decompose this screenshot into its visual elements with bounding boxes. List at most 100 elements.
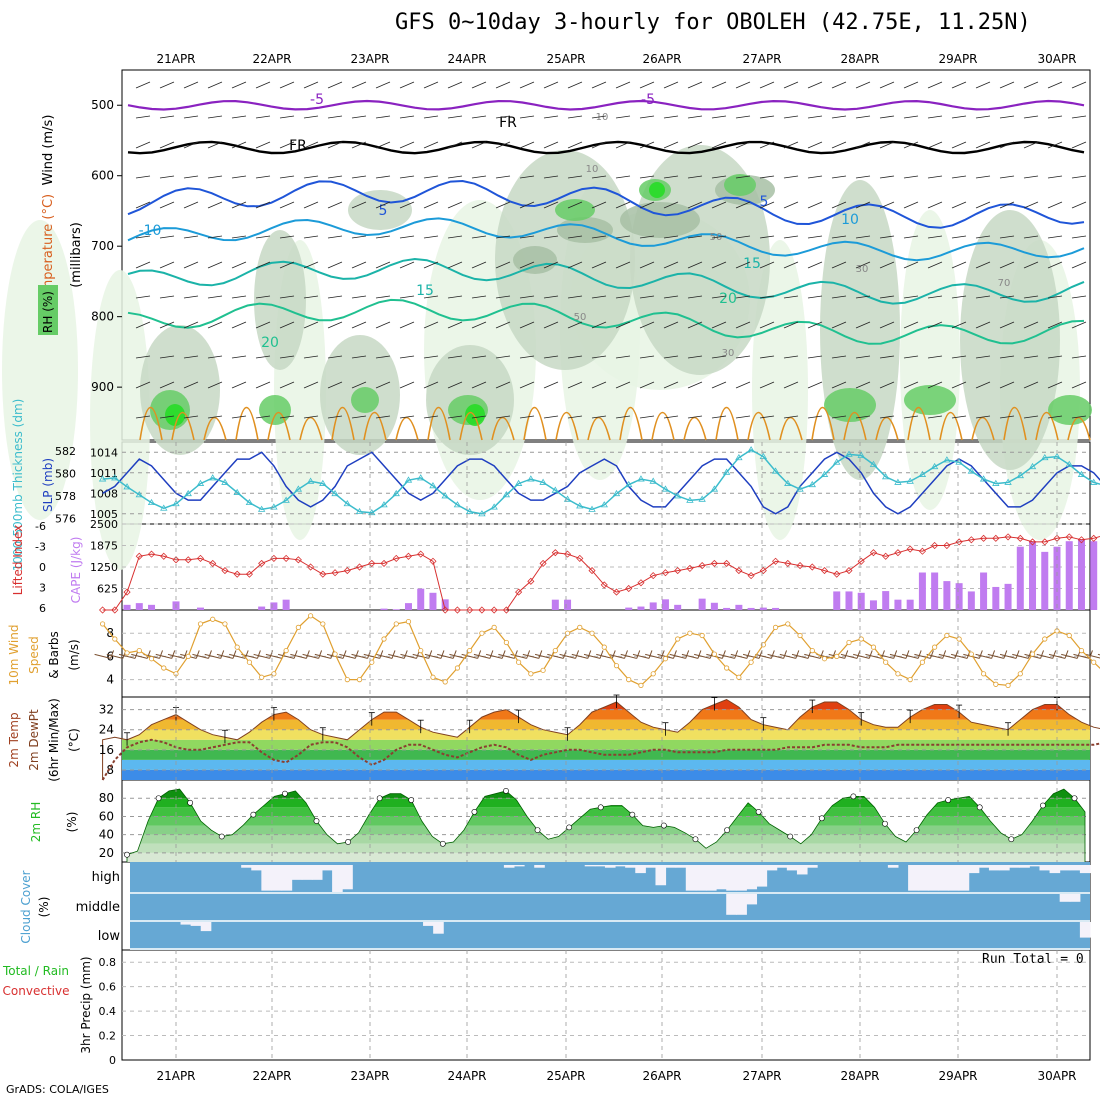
upper-wind-barb bbox=[375, 115, 391, 119]
upper-wind-barb bbox=[1023, 415, 1039, 419]
thickness-point bbox=[1041, 453, 1049, 461]
dewpoint-line bbox=[101, 738, 1100, 781]
upper-wind-barb bbox=[759, 141, 775, 149]
rh-shade-region bbox=[165, 404, 185, 426]
upper-wind-barb bbox=[567, 415, 583, 419]
wind-barb bbox=[767, 653, 784, 659]
upper-wind-barb bbox=[663, 415, 679, 419]
upper-wind-barb bbox=[447, 201, 463, 209]
cape-bar bbox=[196, 607, 204, 610]
rh-point bbox=[345, 839, 351, 845]
lifted-index-point bbox=[612, 588, 621, 596]
rh-point bbox=[1071, 795, 1078, 802]
upper-wind-barb bbox=[591, 175, 607, 179]
temp-band bbox=[122, 739, 1090, 750]
upper-wind-barb bbox=[567, 355, 583, 359]
upper-wind-barb bbox=[471, 381, 487, 389]
upper-wind-barb bbox=[591, 201, 607, 209]
lifted-index-point bbox=[772, 557, 780, 565]
upper-wind-barb bbox=[591, 295, 607, 299]
wind-barb-flag bbox=[330, 650, 335, 659]
upper-wind-barb bbox=[999, 235, 1015, 239]
wind-speed-point bbox=[161, 665, 167, 671]
upper-wind-barb bbox=[1071, 381, 1087, 389]
upper-wind-barb bbox=[975, 175, 991, 179]
upper-wind-barb bbox=[375, 81, 391, 89]
cape-bar bbox=[551, 599, 559, 610]
upper-wind-barb bbox=[567, 381, 583, 389]
upper-wind-barb bbox=[423, 235, 439, 239]
upper-wind-barb bbox=[711, 415, 727, 419]
wind-barb-flag bbox=[844, 650, 849, 659]
rh-shade-region bbox=[140, 325, 220, 455]
wind-barb bbox=[950, 653, 968, 659]
wind-speed-point bbox=[662, 656, 669, 662]
wind-barb bbox=[400, 653, 417, 659]
wind-speed-point bbox=[577, 624, 583, 631]
wind-barb-flag bbox=[428, 650, 433, 659]
thickness-point bbox=[172, 500, 180, 507]
cloud-clear-bar bbox=[433, 922, 444, 934]
cape-bar bbox=[980, 572, 988, 610]
upper-wind-barb bbox=[519, 381, 535, 389]
rh-point bbox=[376, 795, 383, 802]
thickness-point bbox=[808, 480, 816, 488]
upper-wind-barb bbox=[1023, 235, 1039, 239]
upper-wind-barb bbox=[831, 415, 847, 419]
upper-wind-barb bbox=[471, 261, 487, 269]
wind-speed-point bbox=[650, 671, 656, 677]
rh-point bbox=[1039, 802, 1046, 809]
lifted-ylabel: Lifted Index bbox=[11, 525, 25, 596]
upper-wind-barb bbox=[375, 141, 391, 149]
thickness-tick-label: 580 bbox=[55, 467, 76, 480]
wind-barb-flag bbox=[305, 650, 310, 659]
upper-wind-barb bbox=[855, 321, 871, 329]
upper-wind-barb bbox=[615, 115, 631, 119]
rh-shade-region bbox=[824, 388, 876, 422]
thickness-point bbox=[661, 485, 670, 492]
rh-point bbox=[534, 827, 541, 834]
thickness-point bbox=[245, 498, 254, 506]
upper-wind-barb bbox=[207, 201, 223, 209]
wind-speed-point bbox=[467, 647, 473, 654]
upper-wind-barb bbox=[1047, 81, 1063, 89]
upper-y-tick-label: 700 bbox=[91, 239, 114, 253]
date-label-top: 29APR bbox=[938, 52, 977, 66]
thickness-point bbox=[123, 483, 131, 490]
cloud-clear-bar bbox=[938, 865, 950, 891]
upper-wind-barb bbox=[567, 235, 583, 239]
lifted-index-point bbox=[111, 606, 119, 614]
thickness-point bbox=[502, 491, 511, 498]
upper-wind-barb bbox=[1071, 175, 1087, 179]
upper-wind-barb bbox=[279, 295, 295, 299]
rh-shade-region bbox=[2, 220, 78, 520]
thickness-point bbox=[233, 488, 241, 495]
cape-bar bbox=[1090, 541, 1098, 610]
upper-wind-barb bbox=[999, 201, 1015, 209]
rh-point bbox=[818, 815, 825, 822]
upper-wind-barb bbox=[567, 175, 583, 179]
wind-barb-flag bbox=[942, 650, 947, 659]
cloud-clear-bar bbox=[635, 865, 646, 874]
cloud-clear-bar bbox=[716, 865, 727, 890]
upper-wind-barb bbox=[543, 141, 559, 149]
upper-wind-barb bbox=[183, 235, 199, 239]
wind-barb bbox=[559, 653, 576, 659]
upper-wind-barb bbox=[423, 295, 439, 299]
upper-wind-barb bbox=[471, 295, 487, 299]
cloud-clear-bar bbox=[736, 894, 747, 915]
rh-point bbox=[250, 811, 257, 818]
upper-wind-barb bbox=[855, 201, 871, 209]
isotherm-label: FR bbox=[289, 138, 307, 154]
wind-speed-point bbox=[589, 630, 595, 636]
upper-wind-barb bbox=[951, 261, 967, 269]
thickness-point bbox=[441, 492, 449, 499]
upper-wind-barb bbox=[807, 175, 823, 179]
cloud-clear-bar bbox=[655, 865, 667, 886]
wind-barb bbox=[804, 653, 821, 659]
temp-ylabel: 2m DewPt bbox=[27, 709, 41, 771]
lifted-index-point bbox=[196, 554, 205, 562]
upper-wind-barb bbox=[303, 175, 319, 179]
isotherm-label: FR bbox=[499, 115, 517, 131]
wind-barb-flag bbox=[477, 650, 482, 659]
